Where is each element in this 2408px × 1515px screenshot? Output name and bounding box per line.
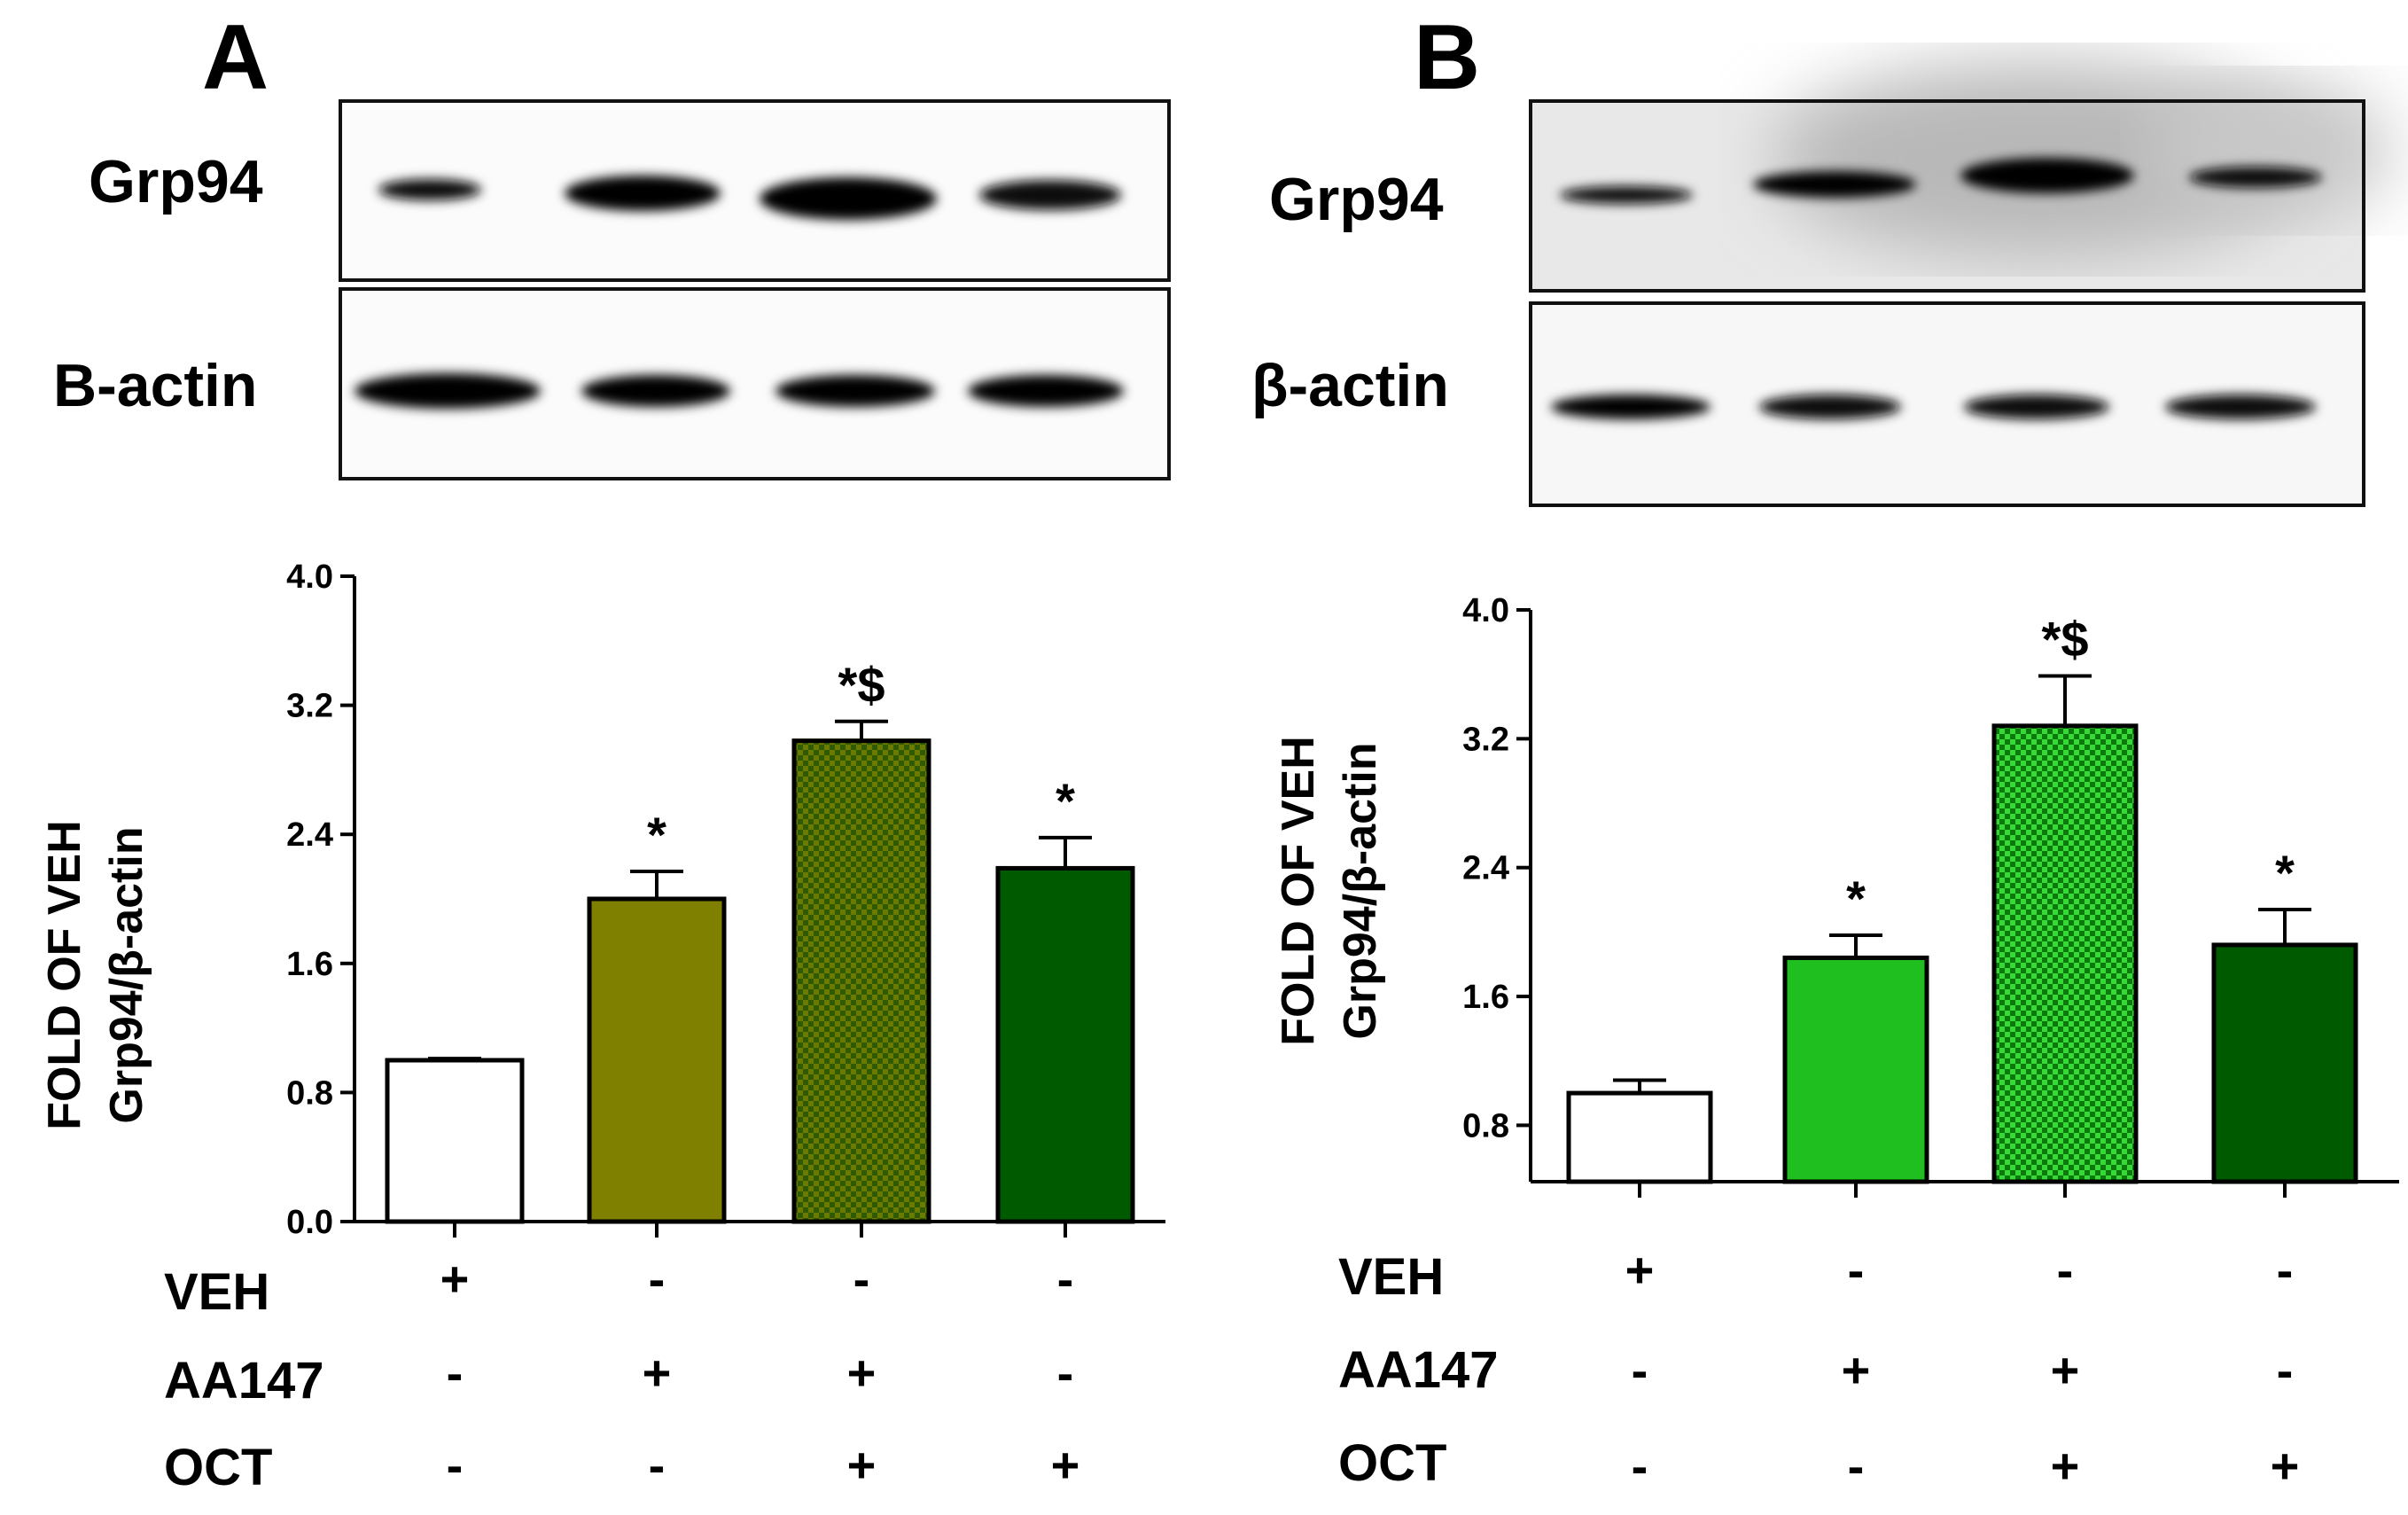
panel-a-ytick-label: 1.6	[286, 946, 333, 983]
panel-a-ytick-label: 0.0	[286, 1204, 333, 1241]
panel-b-ytick-label: 2.4	[1462, 850, 1509, 887]
panel-b-significance-3: *$	[2042, 611, 2089, 667]
panel-a-condition-sign: +	[847, 1437, 877, 1493]
panel-b-actin-band-1	[1551, 394, 1711, 419]
panel-a-condition-sign: -	[447, 1345, 464, 1401]
panel-a-condition-sign: +	[847, 1345, 877, 1401]
panel-a-grp94-band-4	[979, 180, 1121, 210]
panel-b-significance-2: *	[1846, 871, 1866, 926]
panel-b-actin-band-3	[1964, 394, 2109, 419]
panel-a-ytick-label: 2.4	[286, 816, 333, 854]
panel-a-bar-3	[791, 738, 931, 1224]
panel-b-condition-sign: -	[2057, 1242, 2074, 1298]
panel-a-actin-blot	[339, 287, 1171, 480]
panel-a-significance-2: *	[647, 807, 666, 863]
panel-a-actin-band-2	[581, 375, 730, 407]
panel-a-condition-oct: OCT	[164, 1439, 272, 1496]
panel-b-actin-blot	[1529, 301, 2365, 507]
panel-b-significance-4: *	[2275, 845, 2295, 901]
panel-b-bar-1	[1566, 1090, 1713, 1184]
panel-a-actin-band-4	[968, 375, 1124, 407]
panel-b-condition-sign: -	[2277, 1242, 2294, 1298]
panel-b-grp94-band-4	[2189, 167, 2322, 188]
panel-b-actin-band-2	[1759, 394, 1901, 419]
panel-a-condition-sign: -	[649, 1251, 666, 1307]
panel-b-grp94-band-1	[1560, 186, 1693, 204]
panel-b-grp94-band-3	[1960, 158, 2134, 193]
panel-a-condition-sign: -	[1057, 1345, 1074, 1401]
panel-a-significance-3: *$	[838, 657, 885, 713]
panel-a-actin-label: B-actin	[53, 352, 257, 419]
panel-a-bar-1	[385, 1058, 525, 1224]
panel-a-plot: 0.0 0.8 1.6 2.4 3.2 4.0 * *$ *	[286, 558, 1165, 1241]
panel-b-grp94-band-2	[1753, 171, 1916, 198]
panel-a-significance-4: *	[1056, 773, 1075, 829]
panel-b-ylabel-line-1: FOLD OF VEH	[1273, 736, 1324, 1046]
panel-b-ytick-label: 4.0	[1462, 592, 1509, 629]
panel-b-grp94-label: Grp94	[1269, 166, 1444, 233]
panel-b-condition-sign: -	[2277, 1342, 2294, 1398]
panel-a-condition-sign: -	[1057, 1251, 1074, 1307]
panel-a: A Grp94 B-actin FOLD OF VEH Grp94/β-acti…	[39, 6, 1171, 1496]
panel-a-ytick-label: 4.0	[286, 558, 333, 596]
panel-b-ytick-label: 1.6	[1462, 979, 1509, 1016]
panel-b-plot: 0.8 1.6 2.4 3.2 4.0 * *$ *	[1462, 592, 2399, 1198]
panel-a-condition-sign: -	[853, 1251, 870, 1307]
panel-b-condition-sign: +	[1842, 1342, 1871, 1398]
panel-b-condition-sign: -	[1848, 1242, 1865, 1298]
panel-b-bar-2	[1782, 955, 1929, 1184]
panel-b-bar-3	[1991, 723, 2139, 1184]
panel-a-ytick-label: 0.8	[286, 1074, 333, 1112]
panel-a-condition-veh: VEH	[164, 1263, 269, 1321]
panel-a-condition-sign: -	[447, 1437, 464, 1493]
panel-b-condition-sign: +	[1625, 1242, 1655, 1298]
panel-a-ylabel-line-1: FOLD OF VEH	[39, 820, 90, 1130]
panel-b-condition-aa147: AA147	[1338, 1341, 1499, 1399]
panel-a-condition-sign: +	[643, 1345, 672, 1401]
panel-a-letter: A	[202, 6, 269, 109]
panel-a-ytick-label: 3.2	[286, 688, 333, 725]
panel-a-grp94-band-2	[565, 176, 721, 211]
panel-a-actin-band-1	[355, 373, 541, 409]
panel-b-bar-4	[2211, 942, 2358, 1184]
panel-a-condition-aa147: AA147	[164, 1352, 324, 1410]
panel-b-condition-sign: -	[1632, 1342, 1648, 1398]
panel-b-actin-band-4	[2165, 394, 2316, 419]
panel-a-condition-sign: -	[649, 1437, 666, 1493]
panel-a-condition-sign: +	[1051, 1437, 1080, 1493]
panel-b-condition-sign: +	[2051, 1342, 2080, 1398]
panel-b: B Grp94 β-actin FOLD OF VEH Grp94/β-acti…	[1251, 6, 2399, 1494]
panel-a-grp94-label: Grp94	[89, 148, 263, 215]
panel-b-condition-sign: +	[2271, 1438, 2300, 1494]
panel-a-conditions: VEH + - - - AA147 - + + - OCT - - + +	[164, 1251, 1079, 1496]
panel-b-grp94-blot	[1529, 62, 2393, 293]
panel-a-condition-sign: +	[440, 1251, 470, 1307]
panel-b-condition-sign: +	[2051, 1438, 2080, 1494]
panel-b-ytick-label: 3.2	[1462, 721, 1509, 758]
panel-a-grp94-band-1	[378, 179, 481, 200]
panel-b-ytick-label: 0.8	[1462, 1107, 1509, 1144]
panel-b-ylabel-line-2: Grp94/β-actin	[1335, 742, 1386, 1039]
panel-b-condition-veh: VEH	[1338, 1248, 1444, 1306]
panel-a-grp94-blot	[339, 99, 1171, 282]
panel-b-condition-sign: -	[1848, 1438, 1865, 1494]
panel-b-letter: B	[1414, 6, 1480, 109]
panel-a-actin-band-3	[775, 375, 935, 407]
panel-a-bar-4	[995, 865, 1135, 1224]
panel-b-actin-label: β-actin	[1251, 352, 1449, 419]
panel-a-ylabel-line-2: Grp94/β-actin	[101, 826, 152, 1123]
panel-b-condition-oct: OCT	[1338, 1434, 1446, 1492]
panel-b-condition-sign: -	[1632, 1438, 1648, 1494]
panel-a-bar-2	[587, 896, 727, 1224]
panel-a-grp94-band-3	[760, 177, 937, 220]
panel-b-conditions: VEH + - - - AA147 - + + - OCT - - + +	[1338, 1242, 2299, 1494]
